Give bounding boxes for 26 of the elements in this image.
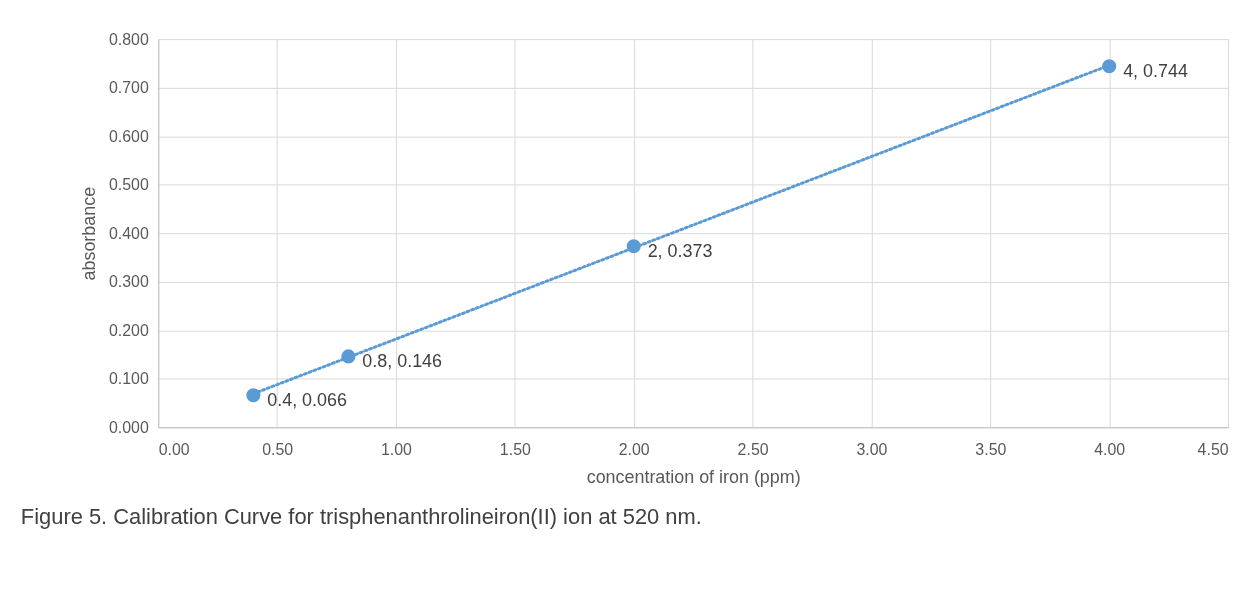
y-tick-label: 0.400: [108, 224, 149, 242]
x-tick-label: 3.50: [975, 440, 1007, 458]
y-tick-label: 0.200: [108, 321, 149, 339]
y-tick-label: 0.700: [108, 79, 149, 97]
caption: Figure 5. Calibration Curve for trisphenanthrolineiron(II) ion at 520 nm.: [20, 503, 702, 529]
data-label: 2, 0.373: [647, 241, 713, 262]
x-tick-label: 2.00: [618, 440, 650, 458]
y-axis-title: absorbance: [79, 186, 99, 281]
x-tick-label: 0.50: [262, 440, 294, 458]
x-axis-title: concentration of iron (ppm): [586, 467, 801, 488]
x-tick-label: 1.50: [499, 440, 531, 458]
data-label: 4, 0.744: [1123, 61, 1188, 82]
y-tick-label: 0.300: [108, 273, 149, 291]
x-tick-label: 1.00: [381, 440, 413, 458]
y-tick-label: 0.500: [108, 176, 149, 194]
x-tick-label: 2.50: [737, 440, 769, 458]
x-tick-label: 3.00: [856, 440, 888, 458]
y-tick-label: 0.000: [108, 418, 149, 436]
data-label: 0.8, 0.146: [362, 351, 443, 372]
x-tick-label: 4.50: [1197, 440, 1229, 458]
x-tick-label: 0.00: [158, 440, 190, 458]
x-tick-label: 4.00: [1094, 440, 1126, 458]
y-tick-label: 0.100: [108, 370, 149, 388]
data-label: 0.4, 0.066: [267, 390, 347, 411]
y-tick-label: 0.800: [108, 30, 149, 48]
y-tick-label: 0.600: [108, 127, 149, 145]
